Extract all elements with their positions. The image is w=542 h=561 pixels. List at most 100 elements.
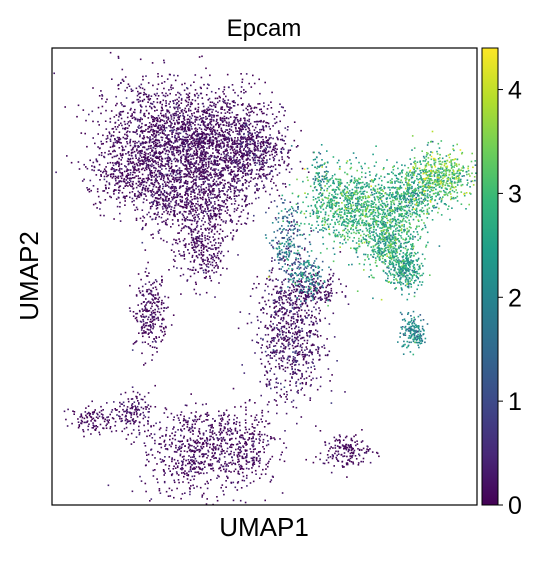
scatter-point xyxy=(115,163,117,166)
scatter-point xyxy=(161,206,164,208)
scatter-point xyxy=(145,109,148,112)
scatter-point xyxy=(156,180,158,182)
scatter-point xyxy=(219,274,222,276)
scatter-point xyxy=(183,244,186,246)
scatter-point xyxy=(105,180,108,183)
scatter-point xyxy=(167,204,170,207)
scatter-point xyxy=(193,192,196,194)
scatter-point xyxy=(224,210,227,212)
scatter-point xyxy=(145,331,147,333)
scatter-point xyxy=(263,129,265,132)
scatter-point xyxy=(217,133,219,136)
scatter-point xyxy=(221,142,224,144)
scatter-point xyxy=(279,330,281,333)
scatter-point xyxy=(262,126,265,128)
scatter-point xyxy=(296,352,299,355)
scatter-point xyxy=(257,142,259,145)
scatter-point xyxy=(176,173,179,175)
scatter-point xyxy=(207,160,210,163)
scatter-point xyxy=(274,164,277,166)
scatter-point xyxy=(218,163,221,165)
scatter-point xyxy=(308,314,310,316)
scatter-point xyxy=(288,331,290,334)
scatter-point xyxy=(297,145,299,147)
scatter-point xyxy=(237,220,240,222)
scatter-point xyxy=(245,128,247,131)
scatter-point xyxy=(217,199,220,202)
scatter-point xyxy=(154,135,157,137)
scatter-point xyxy=(176,119,178,122)
scatter-point xyxy=(266,372,269,374)
scatter-point xyxy=(163,61,166,64)
scatter-point xyxy=(162,177,165,180)
scatter-point xyxy=(140,126,142,129)
scatter-point xyxy=(186,180,189,183)
scatter-point xyxy=(189,147,191,149)
scatter-point xyxy=(173,114,176,117)
scatter-point xyxy=(262,187,265,189)
scatter-point xyxy=(88,190,91,193)
scatter-point xyxy=(66,155,68,157)
scatter-point xyxy=(144,189,147,192)
scatter-point xyxy=(269,193,271,196)
scatter-point xyxy=(104,184,107,187)
scatter-point xyxy=(145,332,147,334)
scatter-point xyxy=(242,153,244,156)
scatter-point xyxy=(280,317,283,319)
scatter-point xyxy=(126,170,128,172)
scatter-point xyxy=(289,299,292,302)
scatter-point xyxy=(131,101,134,104)
scatter-point xyxy=(280,345,282,348)
scatter-point xyxy=(232,121,235,124)
scatter-point xyxy=(319,309,321,312)
scatter-point xyxy=(275,305,278,308)
scatter-point xyxy=(289,304,291,306)
scatter-point xyxy=(269,172,271,174)
scatter-point xyxy=(182,148,185,150)
scatter-point xyxy=(141,285,144,288)
scatter-point xyxy=(138,160,141,162)
scatter-point xyxy=(175,114,177,117)
scatter-point xyxy=(248,181,250,184)
scatter-point xyxy=(120,102,122,104)
scatter-point xyxy=(232,151,235,153)
scatter-point xyxy=(129,120,131,122)
scatter-point xyxy=(176,213,179,215)
scatter-point xyxy=(200,244,203,247)
scatter-point xyxy=(174,214,176,216)
scatter-point xyxy=(156,190,158,193)
scatter-point xyxy=(310,230,313,232)
scatter-point xyxy=(220,106,223,109)
scatter-point xyxy=(156,98,159,100)
scatter-point xyxy=(157,190,160,193)
scatter-point xyxy=(309,332,312,334)
scatter-point xyxy=(210,166,213,169)
scatter-point xyxy=(269,128,271,130)
scatter-point xyxy=(200,197,202,200)
scatter-point xyxy=(158,183,160,185)
scatter-point xyxy=(158,215,160,218)
scatter-point xyxy=(153,316,155,318)
scatter-point xyxy=(138,124,140,127)
scatter-point xyxy=(143,161,145,163)
scatter-point xyxy=(113,189,116,191)
scatter-point xyxy=(113,218,115,220)
scatter-point xyxy=(144,224,147,227)
scatter-point xyxy=(208,210,211,212)
scatter-point xyxy=(197,271,199,273)
scatter-point xyxy=(205,165,207,167)
scatter-point xyxy=(180,178,182,181)
scatter-point xyxy=(174,157,176,160)
scatter-point xyxy=(224,139,226,141)
scatter-point xyxy=(211,225,214,228)
scatter-point xyxy=(152,124,155,126)
scatter-point xyxy=(219,119,222,121)
scatter-point xyxy=(303,394,306,396)
scatter-point xyxy=(151,298,154,300)
scatter-point xyxy=(226,159,228,161)
scatter-point xyxy=(217,101,219,104)
scatter-point xyxy=(280,357,283,359)
scatter-point xyxy=(186,118,189,121)
scatter-point xyxy=(208,145,210,148)
scatter-point xyxy=(134,108,136,111)
